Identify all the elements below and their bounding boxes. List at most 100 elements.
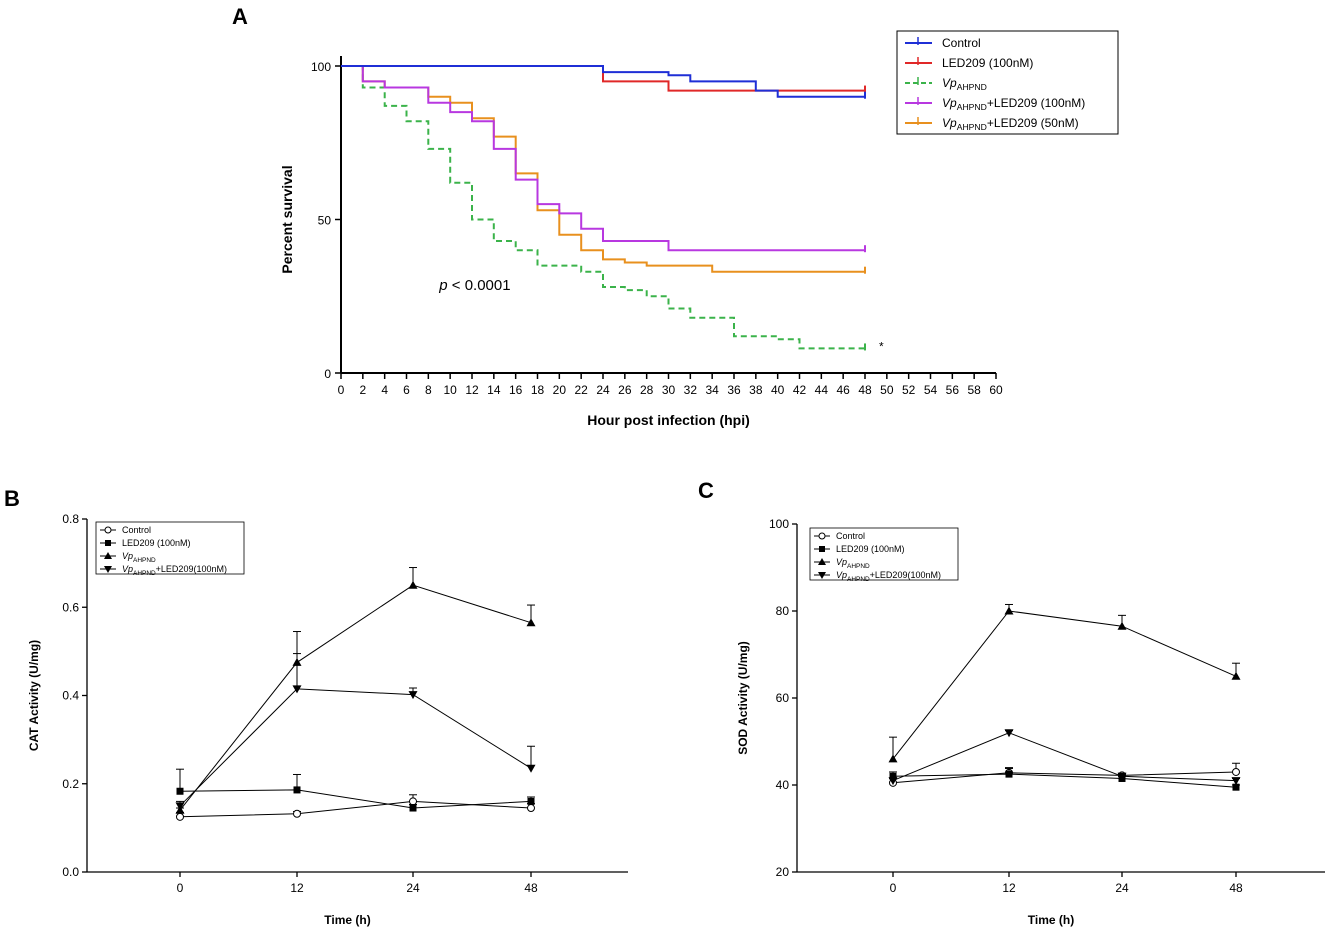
series-line-0 (179, 800, 532, 818)
y-tick-label: 60 (776, 691, 790, 705)
sod-activity-chart: 20 40 60 80 100 0 12 24 48 Time (h) SOD Activity (… (736, 517, 1325, 927)
y-tick-label: 0.0 (62, 865, 79, 879)
data-point-marker (409, 804, 417, 812)
x-tick-label: 0 (890, 881, 897, 895)
panel-b-letter: B (4, 486, 20, 511)
data-point-marker (176, 812, 184, 821)
legend-label: VpAHPND+LED209(100nM) (836, 570, 941, 583)
legend: Control LED209 (100nM) VpAHPND VpAHPND+LED2… (896, 30, 1119, 135)
legend-marker (104, 552, 112, 559)
x-tick-label: 16 (509, 383, 523, 397)
series-line-3 (892, 732, 1237, 782)
x-axis-title: Time (h) (324, 913, 370, 927)
y-tick-label: 40 (776, 778, 790, 792)
data-point-marker (888, 777, 898, 786)
data-point-marker (409, 797, 417, 806)
x-tick-label: 22 (574, 383, 588, 397)
x-tick-label: 4 (381, 383, 388, 397)
data-point-marker (526, 618, 536, 627)
series-line-3 (179, 688, 532, 807)
data-point-marker (1231, 671, 1241, 680)
x-tick-label: 56 (946, 383, 960, 397)
legend-label: LED209 (100nM) (942, 56, 1033, 70)
y-tick-label: 100 (769, 517, 789, 531)
survival-chart: 0 2 4 6 8 10 12 14 16 18 20 22 24 26 28 30 32 34 36 38 40 42 4… (279, 30, 1119, 428)
data-point-marker (408, 580, 418, 589)
data-point-marker (1004, 729, 1014, 738)
data-point-marker (527, 804, 535, 813)
legend-marker (104, 526, 112, 534)
y-tick-label: 0 (324, 367, 331, 381)
legend-marker (105, 540, 111, 546)
data-point-marker (292, 685, 302, 694)
legend-box (809, 527, 959, 581)
y-axis-title: CAT Activity (U/mg) (27, 640, 41, 751)
legend-label: Control (122, 525, 151, 535)
x-tick-label: 38 (749, 383, 763, 397)
y-tick-label: 50 (318, 214, 332, 228)
legend-label: Control (942, 36, 981, 50)
x-tick-label: 60 (989, 383, 1003, 397)
x-tick-label: 42 (793, 383, 807, 397)
x-tick-label: 48 (858, 383, 872, 397)
x-tick-label: 12 (465, 383, 479, 397)
series-line-2 (179, 584, 532, 811)
x-tick-label: 26 (618, 383, 632, 397)
x-axis-title: Time (h) (1028, 913, 1074, 927)
y-axis-title: SOD Activity (U/mg) (736, 641, 750, 755)
y-tick-label: 0.6 (62, 600, 79, 614)
data-point-marker (408, 691, 418, 700)
x-tick-label: 50 (880, 383, 894, 397)
data-point-marker (293, 786, 301, 794)
x-tick-label: 12 (290, 881, 304, 895)
legend-box (95, 521, 245, 575)
x-tick-label: 32 (684, 383, 698, 397)
data-point-marker (293, 809, 301, 818)
survival-line-2 (341, 65, 865, 350)
x-tick-label: 0 (177, 881, 184, 895)
legend-marker (818, 572, 826, 579)
legend-label: VpAHPND (836, 557, 870, 570)
y-tick-label: 0.8 (62, 512, 79, 526)
y-axis-title: Percent survival (279, 165, 295, 273)
y-tick-label: 0.4 (62, 689, 79, 703)
legend-marker (818, 558, 826, 565)
x-tick-label: 24 (1115, 881, 1129, 895)
data-point-marker (1004, 606, 1014, 615)
legend-label: VpAHPND (942, 76, 987, 92)
survival-line-0 (341, 65, 865, 98)
data-point-marker (889, 772, 897, 780)
x-tick-label: 14 (487, 383, 501, 397)
x-tick-label: 40 (771, 383, 785, 397)
data-point-marker (175, 802, 185, 811)
significance-asterisk: * (879, 339, 884, 353)
x-tick-label: 10 (443, 383, 457, 397)
legend-label: VpAHPND+LED209(100nM) (122, 564, 227, 577)
x-tick-label: 18 (531, 383, 545, 397)
data-point-marker (1005, 770, 1013, 778)
data-point-marker (1117, 772, 1127, 781)
data-point-marker (1231, 777, 1241, 786)
x-tick-label: 8 (425, 383, 432, 397)
data-point-marker (1232, 783, 1240, 791)
legend-marker (819, 546, 825, 552)
legend-label: VpAHPND+LED209 (100nM) (942, 96, 1085, 112)
x-tick-label: 34 (705, 383, 719, 397)
x-tick-label: 48 (524, 881, 538, 895)
data-point-marker (176, 787, 184, 795)
x-tick-label: 2 (359, 383, 366, 397)
series-line-1 (179, 789, 532, 809)
data-point-marker (888, 754, 898, 763)
legend-label: LED209 (100nM) (122, 538, 191, 548)
x-tick-label: 44 (815, 383, 829, 397)
data-point-marker (527, 797, 535, 805)
legend-label: VpAHPND+LED209 (50nM) (942, 116, 1079, 132)
x-tick-label: 0 (338, 383, 345, 397)
survival-line-3 (341, 65, 865, 252)
x-tick-label: 6 (403, 383, 410, 397)
x-tick-label: 36 (727, 383, 741, 397)
x-tick-label: 20 (553, 383, 567, 397)
x-tick-label: 30 (662, 383, 676, 397)
x-tick-label: 46 (836, 383, 850, 397)
